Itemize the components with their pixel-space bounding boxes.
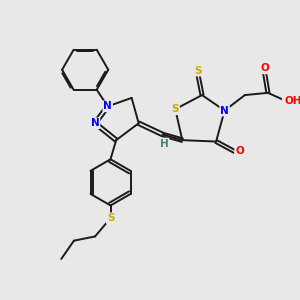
Text: N: N [103,101,112,111]
Text: H: H [160,139,168,148]
Text: N: N [220,106,229,116]
Text: O: O [235,146,244,156]
Text: S: S [194,66,202,76]
Text: O: O [260,63,269,73]
Text: N: N [91,118,99,128]
Text: OH: OH [284,96,300,106]
Text: S: S [172,104,179,114]
Text: S: S [107,213,114,223]
